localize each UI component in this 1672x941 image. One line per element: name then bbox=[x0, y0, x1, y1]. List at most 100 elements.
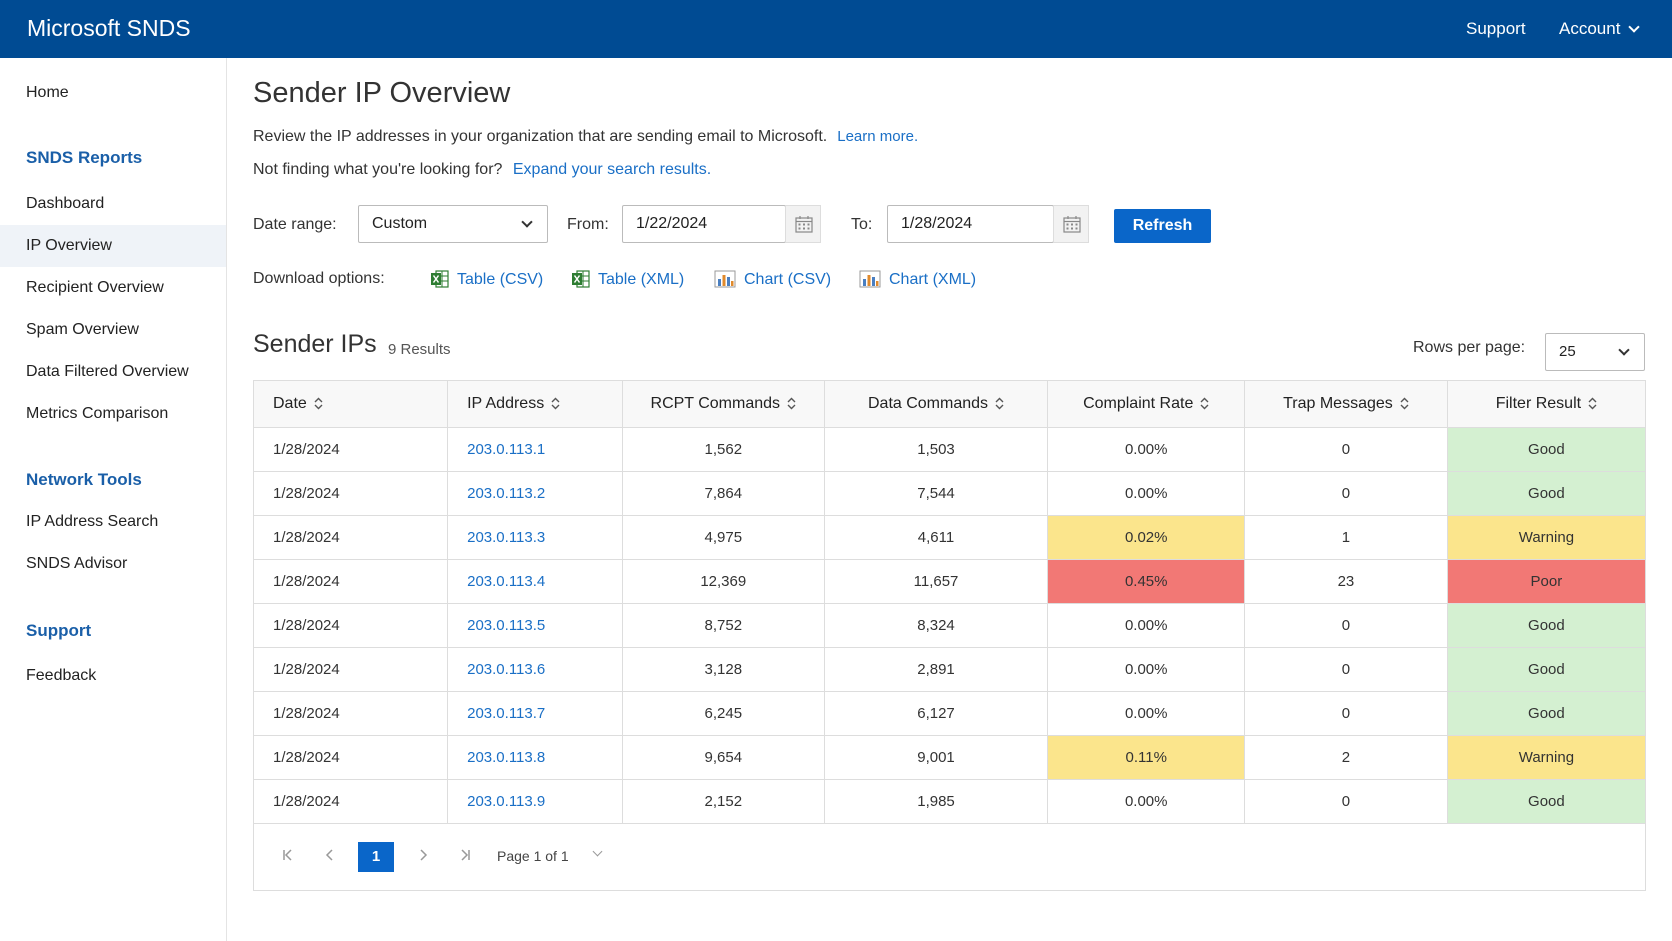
cell-ip-link[interactable]: 203.0.113.1 bbox=[447, 427, 623, 472]
cell-ip-link[interactable]: 203.0.113.9 bbox=[447, 779, 623, 824]
cell-ip-link[interactable]: 203.0.113.3 bbox=[447, 515, 623, 560]
cell-data-commands: 8,324 bbox=[824, 603, 1049, 648]
to-calendar-button[interactable] bbox=[1053, 205, 1089, 243]
cell-trap-messages: 0 bbox=[1244, 471, 1448, 516]
download-options-label: Download options: bbox=[253, 270, 385, 287]
chevron-down-icon[interactable] bbox=[592, 846, 603, 856]
brand-title: Microsoft SNDS bbox=[27, 15, 191, 41]
cell-filter-result: Poor bbox=[1447, 559, 1645, 604]
sidebar-heading-reports[interactable]: SNDS Reports bbox=[26, 148, 143, 167]
cell-ip-link[interactable]: 203.0.113.4 bbox=[447, 559, 623, 604]
cell-rcpt-commands: 2,152 bbox=[622, 779, 825, 824]
cell-trap-messages: 23 bbox=[1244, 559, 1448, 604]
col-header-label: Date bbox=[273, 394, 307, 412]
cell-data-commands: 1,985 bbox=[824, 779, 1049, 824]
from-date-input[interactable]: 1/22/2024 bbox=[622, 205, 786, 243]
sidebar-item-snds-advisor[interactable]: SNDS Advisor bbox=[26, 555, 128, 572]
page-title: Sender IP Overview bbox=[253, 77, 511, 109]
cell-trap-messages: 0 bbox=[1244, 603, 1448, 648]
cell-date: 1/28/2024 bbox=[254, 427, 449, 472]
sidebar-item-metrics-comparison[interactable]: Metrics Comparison bbox=[26, 405, 169, 422]
current-page-button[interactable]: 1 bbox=[358, 841, 394, 872]
cell-ip-link[interactable]: 203.0.113.2 bbox=[447, 471, 623, 516]
col-header-filter-result[interactable]: Filter Result bbox=[1447, 381, 1645, 428]
cell-ip-link[interactable]: 203.0.113.7 bbox=[447, 691, 623, 736]
first-page-icon[interactable] bbox=[282, 848, 294, 866]
col-header-date[interactable]: Date bbox=[254, 381, 449, 428]
date-range-select[interactable]: Custom bbox=[358, 205, 548, 243]
cell-complaint-rate: 0.00% bbox=[1047, 603, 1246, 648]
col-header-trap-messages[interactable]: Trap Messages bbox=[1244, 381, 1448, 428]
sidebar-item-feedback[interactable]: Feedback bbox=[26, 667, 97, 684]
account-label: Account bbox=[1559, 19, 1621, 38]
cell-ip-link[interactable]: 203.0.113.8 bbox=[447, 735, 623, 780]
col-header-complaint-rate[interactable]: Complaint Rate bbox=[1047, 381, 1246, 428]
download-chart-xml[interactable]: Chart (XML) bbox=[859, 270, 976, 289]
sidebar-item-home[interactable]: Home bbox=[26, 84, 69, 101]
from-calendar-button[interactable] bbox=[785, 205, 821, 243]
table-row: 1/28/2024 203.0.113.7 6,245 6,127 0.00% … bbox=[254, 691, 1645, 736]
excel-icon bbox=[431, 270, 449, 288]
calendar-icon bbox=[1063, 216, 1081, 233]
cell-data-commands: 2,891 bbox=[824, 647, 1049, 692]
previous-page-icon[interactable] bbox=[324, 848, 336, 866]
next-page-icon[interactable] bbox=[417, 848, 429, 866]
table-row: 1/28/2024 203.0.113.4 12,369 11,657 0.45… bbox=[254, 559, 1645, 604]
cell-complaint-rate: 0.00% bbox=[1047, 691, 1246, 736]
col-header-data-commands[interactable]: Data Commands bbox=[824, 381, 1049, 428]
rows-per-page-value: 25 bbox=[1559, 343, 1576, 360]
table-row: 1/28/2024 203.0.113.1 1,562 1,503 0.00% … bbox=[254, 427, 1645, 472]
download-chart-xml-label: Chart (XML) bbox=[889, 271, 977, 288]
refresh-button[interactable]: Refresh bbox=[1114, 209, 1211, 243]
download-chart-csv-label: Chart (CSV) bbox=[744, 271, 832, 288]
col-header-label: Filter Result bbox=[1495, 394, 1582, 412]
description: Review the IP addresses in your organiza… bbox=[253, 128, 918, 146]
cell-date: 1/28/2024 bbox=[254, 515, 449, 560]
date-range-value: Custom bbox=[372, 215, 428, 232]
download-table-xml-label: Table (XML) bbox=[598, 271, 685, 288]
cell-ip-link[interactable]: 203.0.113.5 bbox=[447, 603, 623, 648]
sidebar-item-recipient-overview[interactable]: Recipient Overview bbox=[26, 279, 164, 296]
sort-icon bbox=[1588, 397, 1597, 410]
to-label: To: bbox=[851, 216, 873, 233]
cell-filter-result: Good bbox=[1447, 427, 1645, 472]
rows-per-page-select[interactable]: 25 bbox=[1545, 333, 1645, 371]
pagination: 1 Page 1 of 1 bbox=[254, 824, 1645, 890]
support-link[interactable]: Support bbox=[1466, 19, 1526, 38]
table-row: 1/28/2024 203.0.113.3 4,975 4,611 0.02% … bbox=[254, 515, 1645, 560]
sidebar-item-data-filtered-overview[interactable]: Data Filtered Overview bbox=[26, 363, 189, 380]
sidebar-heading-support[interactable]: Support bbox=[26, 621, 92, 640]
sidebar-item-spam-overview[interactable]: Spam Overview bbox=[26, 321, 139, 338]
col-header-rcpt-commands[interactable]: RCPT Commands bbox=[622, 381, 825, 428]
sidebar-item-dashboard[interactable]: Dashboard bbox=[26, 195, 105, 212]
cell-data-commands: 7,544 bbox=[824, 471, 1049, 516]
sidebar-item-ip-overview[interactable]: IP Overview bbox=[0, 225, 226, 267]
col-header-label: Data Commands bbox=[867, 394, 989, 412]
cell-rcpt-commands: 9,654 bbox=[622, 735, 825, 780]
cell-ip-link[interactable]: 203.0.113.6 bbox=[447, 647, 623, 692]
table-header-row: Date IP Address RCPT Commands Data Comma… bbox=[254, 381, 1645, 428]
learn-more-link[interactable]: Learn more. bbox=[837, 128, 919, 145]
sidebar: Home SNDS Reports Dashboard IP Overview … bbox=[0, 58, 227, 941]
download-table-csv[interactable]: Table (CSV) bbox=[430, 270, 543, 289]
sidebar-item-ip-address-search[interactable]: IP Address Search bbox=[26, 513, 159, 530]
cell-rcpt-commands: 7,864 bbox=[622, 471, 825, 516]
table-row: 1/28/2024 203.0.113.8 9,654 9,001 0.11% … bbox=[254, 735, 1645, 780]
download-chart-csv[interactable]: Chart (CSV) bbox=[714, 270, 831, 289]
to-date-input[interactable]: 1/28/2024 bbox=[887, 205, 1054, 243]
cell-filter-result: Warning bbox=[1447, 515, 1645, 560]
account-menu[interactable]: Account bbox=[1559, 19, 1641, 39]
expand-search-link[interactable]: Expand your search results. bbox=[512, 161, 712, 178]
cell-complaint-rate: 0.45% bbox=[1047, 559, 1246, 604]
col-header-ip-address[interactable]: IP Address bbox=[447, 381, 623, 428]
cell-date: 1/28/2024 bbox=[254, 647, 449, 692]
cell-complaint-rate: 0.00% bbox=[1047, 647, 1246, 692]
table-row: 1/28/2024 203.0.113.5 8,752 8,324 0.00% … bbox=[254, 603, 1645, 648]
cell-trap-messages: 0 bbox=[1244, 691, 1448, 736]
sidebar-heading-network-tools[interactable]: Network Tools bbox=[26, 470, 142, 489]
download-table-xml[interactable]: Table (XML) bbox=[571, 270, 684, 289]
last-page-icon[interactable] bbox=[459, 848, 471, 866]
table-row: 1/28/2024 203.0.113.9 2,152 1,985 0.00% … bbox=[254, 779, 1645, 824]
cell-complaint-rate: 0.11% bbox=[1047, 735, 1246, 780]
cell-date: 1/28/2024 bbox=[254, 779, 449, 824]
